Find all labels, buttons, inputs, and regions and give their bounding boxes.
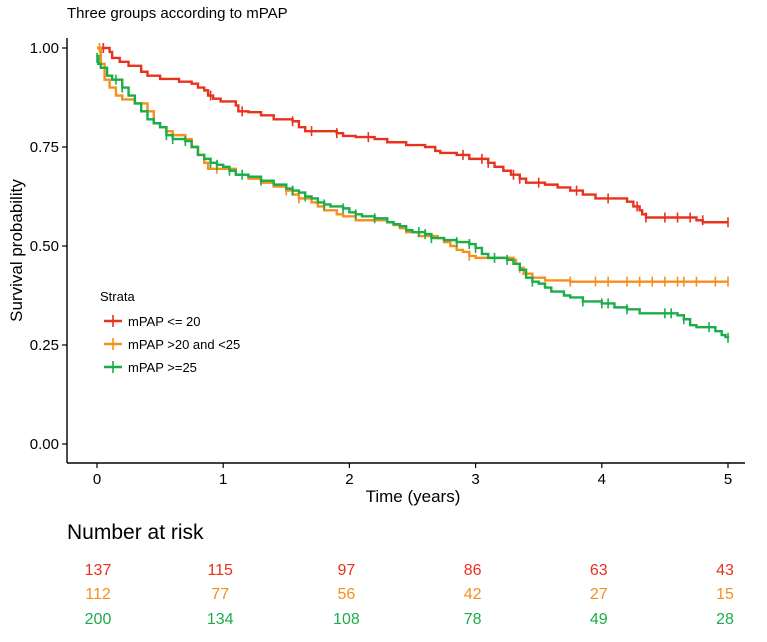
y-tick-label: 0.75 <box>30 139 59 156</box>
risk-table-cell: 43 <box>716 562 734 579</box>
chart-title: Three groups according to mPAP <box>67 5 288 22</box>
risk-table-cell: 49 <box>590 611 608 628</box>
y-tick-label: 0.25 <box>30 337 59 354</box>
y-tick-label: 0.00 <box>30 436 59 453</box>
risk-table-cell: 115 <box>207 562 233 579</box>
legend-label: mPAP >20 and <25 <box>128 337 240 352</box>
risk-table-cell: 112 <box>85 586 111 603</box>
risk-table-cell: 78 <box>464 611 482 628</box>
risk-table-cell: 63 <box>590 562 608 579</box>
survival-curve-series-1 <box>97 46 728 224</box>
x-tick-label: 2 <box>345 471 353 488</box>
y-tick-label: 1.00 <box>30 40 59 57</box>
x-tick-label: 1 <box>219 471 227 488</box>
risk-table-cell: 200 <box>85 611 112 628</box>
legend-label: mPAP <= 20 <box>128 314 201 329</box>
y-tick-label: 0.50 <box>30 238 59 255</box>
risk-table-cell: 77 <box>211 586 229 603</box>
legend-title: Strata <box>100 289 135 304</box>
risk-table-cell: 42 <box>464 586 482 603</box>
legend-label: mPAP >=25 <box>128 360 197 375</box>
risk-table-title: Number at risk <box>67 521 204 544</box>
risk-table-cell: 137 <box>85 562 112 579</box>
risk-table-cell: 86 <box>464 562 482 579</box>
survival-curve-series-3 <box>97 54 730 339</box>
risk-table-cell: 97 <box>338 562 356 579</box>
risk-table-cell: 134 <box>207 611 234 628</box>
risk-table-cell: 108 <box>333 611 360 628</box>
x-tick-label: 5 <box>724 471 732 488</box>
x-tick-label: 3 <box>471 471 479 488</box>
risk-table-cell: 15 <box>716 586 734 603</box>
risk-table-cell: 27 <box>590 586 608 603</box>
x-tick-label: 4 <box>598 471 606 488</box>
x-tick-label: 0 <box>93 471 101 488</box>
risk-table-cell: 28 <box>716 611 734 628</box>
risk-table-cell: 56 <box>338 586 356 603</box>
y-axis-label: Survival probability <box>7 179 26 322</box>
x-axis-label: Time (years) <box>366 487 461 506</box>
